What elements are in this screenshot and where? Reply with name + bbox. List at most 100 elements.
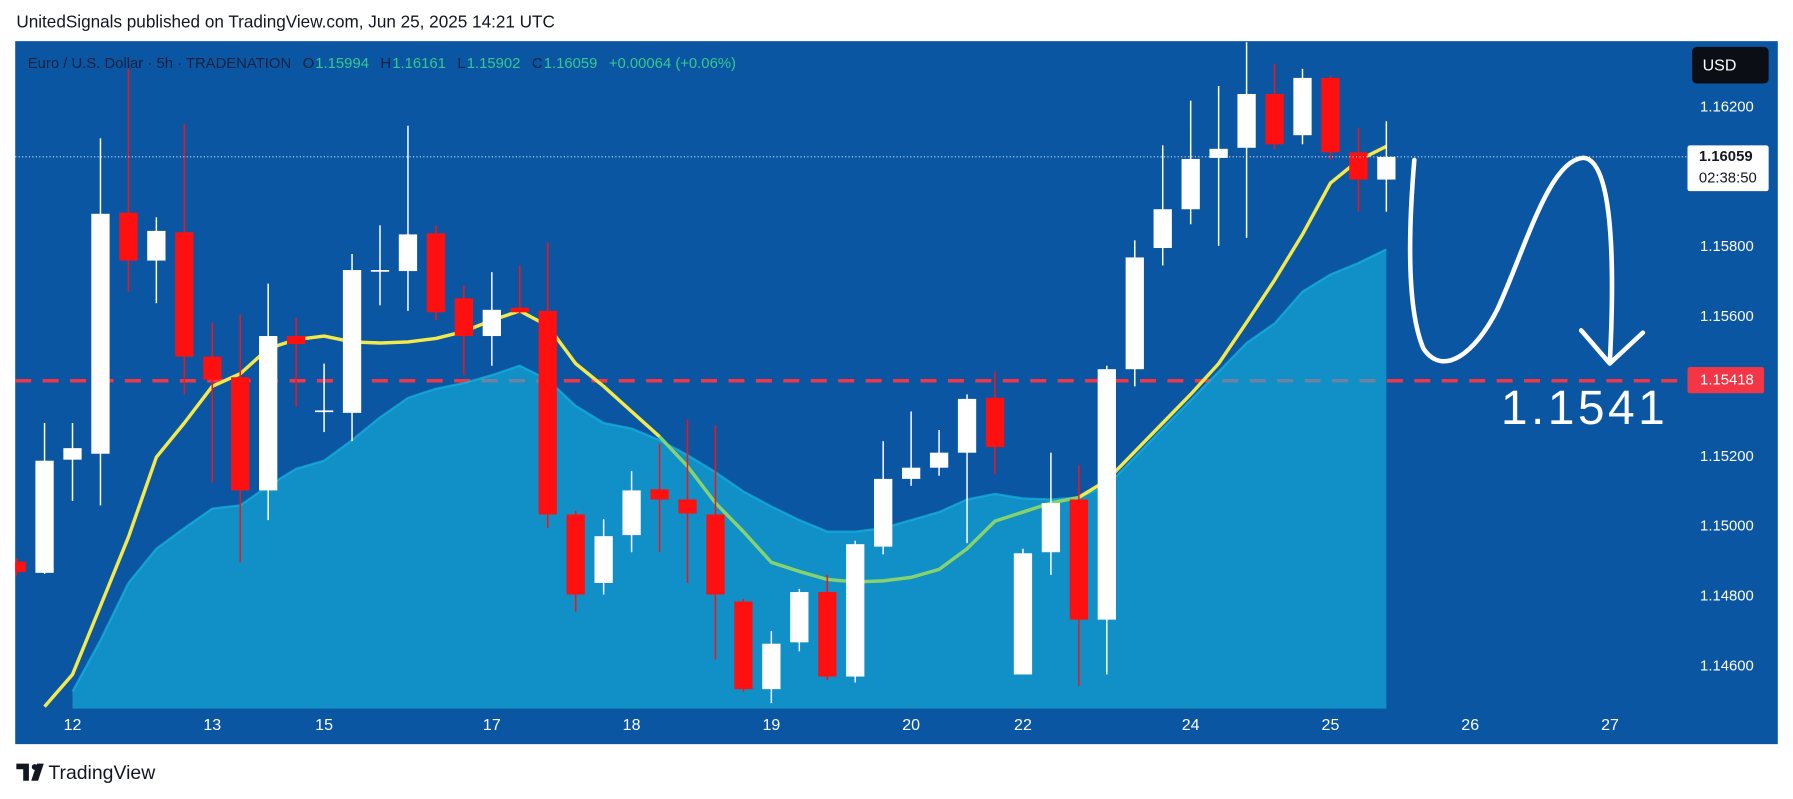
symbol: Euro / U.S. Dollar · 5h · TRADENATION — [28, 56, 291, 72]
y-tick-label: 1.15000 — [1700, 519, 1754, 535]
candle-body — [15, 561, 26, 573]
candle-body — [622, 490, 641, 536]
ohlc-value: 1.15902 — [467, 56, 521, 72]
candle-body — [818, 592, 837, 677]
x-tick-label: 22 — [1014, 717, 1032, 734]
x-tick-label: 12 — [64, 717, 82, 734]
candle-body — [35, 460, 54, 573]
target-annotation: 1.1541 — [1501, 382, 1668, 435]
brand-logo: TradingView — [16, 762, 156, 784]
currency-button[interactable]: USD — [1692, 46, 1769, 84]
candle-body — [1013, 553, 1033, 675]
candle-body — [706, 514, 725, 595]
candle-body — [231, 377, 250, 491]
y-tick-label: 1.14600 — [1700, 658, 1754, 674]
candle-body — [1209, 148, 1228, 158]
y-tick-label: 1.15800 — [1700, 239, 1754, 255]
x-tick-label: 20 — [902, 717, 920, 734]
candle-body — [566, 514, 585, 595]
y-tick-label: 1.16200 — [1700, 100, 1754, 116]
candle-body — [762, 643, 781, 690]
currency-button-bg[interactable] — [1692, 46, 1769, 84]
x-tick-label: 17 — [483, 717, 501, 734]
candle-body — [929, 452, 949, 468]
candle-body — [426, 233, 446, 313]
candle-body — [398, 234, 418, 272]
ohlc-key: L — [457, 56, 465, 72]
logo-dot — [31, 764, 38, 770]
candle-body — [259, 336, 278, 491]
candle-body — [147, 230, 166, 261]
last-price-box — [1687, 145, 1769, 192]
candle-body — [1321, 77, 1340, 153]
candle-body — [1265, 93, 1284, 145]
candle-body — [1293, 77, 1312, 136]
currency-label[interactable]: USD — [1703, 58, 1737, 75]
candle-body — [510, 307, 529, 313]
candle-body — [846, 544, 865, 677]
drawn-arrow — [1407, 155, 1646, 366]
candle-body — [91, 213, 110, 454]
ohlc-key: O — [303, 56, 315, 72]
y-tick-label: 1.15200 — [1700, 449, 1754, 465]
ma-line — [1077, 144, 1388, 499]
ohlc-value: 1.15994 — [315, 56, 369, 72]
x-tick-label: 24 — [1182, 717, 1200, 734]
candle-body — [482, 309, 501, 337]
candle-body — [957, 398, 977, 453]
candle-body — [1125, 257, 1144, 370]
ma-area — [72, 249, 1387, 709]
candle-body — [538, 310, 557, 515]
candle-body — [650, 489, 669, 500]
candle-body — [286, 336, 306, 345]
change: +0.00064 (+0.06%) — [609, 56, 736, 72]
candle-body — [1041, 502, 1061, 553]
candle-body — [175, 232, 194, 357]
plot-area — [15, 42, 1685, 709]
candle-body — [734, 601, 753, 690]
candle-body — [454, 298, 474, 337]
candle-body — [1237, 93, 1256, 148]
y-tick-label: 1.15600 — [1700, 309, 1754, 325]
ohlc-value: 1.16161 — [392, 56, 446, 72]
y-tick-label: 1.14800 — [1700, 589, 1754, 605]
x-tick-label: 26 — [1461, 717, 1479, 734]
candle-body — [1181, 158, 1200, 210]
ohlc-value: 1.16059 — [544, 56, 598, 72]
x-tick-label: 18 — [623, 717, 641, 734]
candle-body — [874, 478, 893, 547]
x-tick-label: 27 — [1601, 717, 1619, 734]
x-tick-label: 13 — [203, 717, 221, 734]
candle-body — [678, 499, 697, 514]
brand-name: TradingView — [48, 762, 156, 784]
ma-area-edge — [71, 248, 1387, 693]
candle-body — [1153, 209, 1172, 249]
candle-body — [594, 536, 613, 583]
x-tick-label: 19 — [762, 717, 780, 734]
level-box — [1687, 367, 1765, 394]
candle-body — [790, 592, 809, 643]
last-price-label: 1.16059 — [1699, 149, 1753, 165]
level-label: 1.15418 — [1700, 373, 1754, 389]
candle-body — [1097, 369, 1116, 620]
x-tick-label: 25 — [1322, 717, 1340, 734]
ohlc-key: C — [532, 56, 543, 72]
candle-body — [985, 397, 1005, 448]
x-tick-label: 15 — [315, 717, 333, 734]
publisher-line: UnitedSignals published on TradingView.c… — [16, 11, 555, 31]
candle-body — [370, 270, 390, 272]
candle-body — [901, 467, 921, 479]
bar-countdown: 02:38:50 — [1699, 170, 1757, 186]
candle-body — [203, 356, 222, 380]
candle-body — [1069, 499, 1089, 620]
symbol-legend: Euro / U.S. Dollar · 5h · TRADENATION O1.… — [28, 56, 736, 72]
candle-body — [119, 212, 138, 261]
candle-body — [1349, 152, 1368, 180]
candle-body — [314, 410, 334, 413]
candle-body — [1377, 156, 1396, 180]
ma-line — [658, 435, 1080, 584]
candle-body — [63, 448, 82, 460]
candle-body — [342, 270, 362, 413]
ohlc-key: H — [380, 56, 391, 72]
